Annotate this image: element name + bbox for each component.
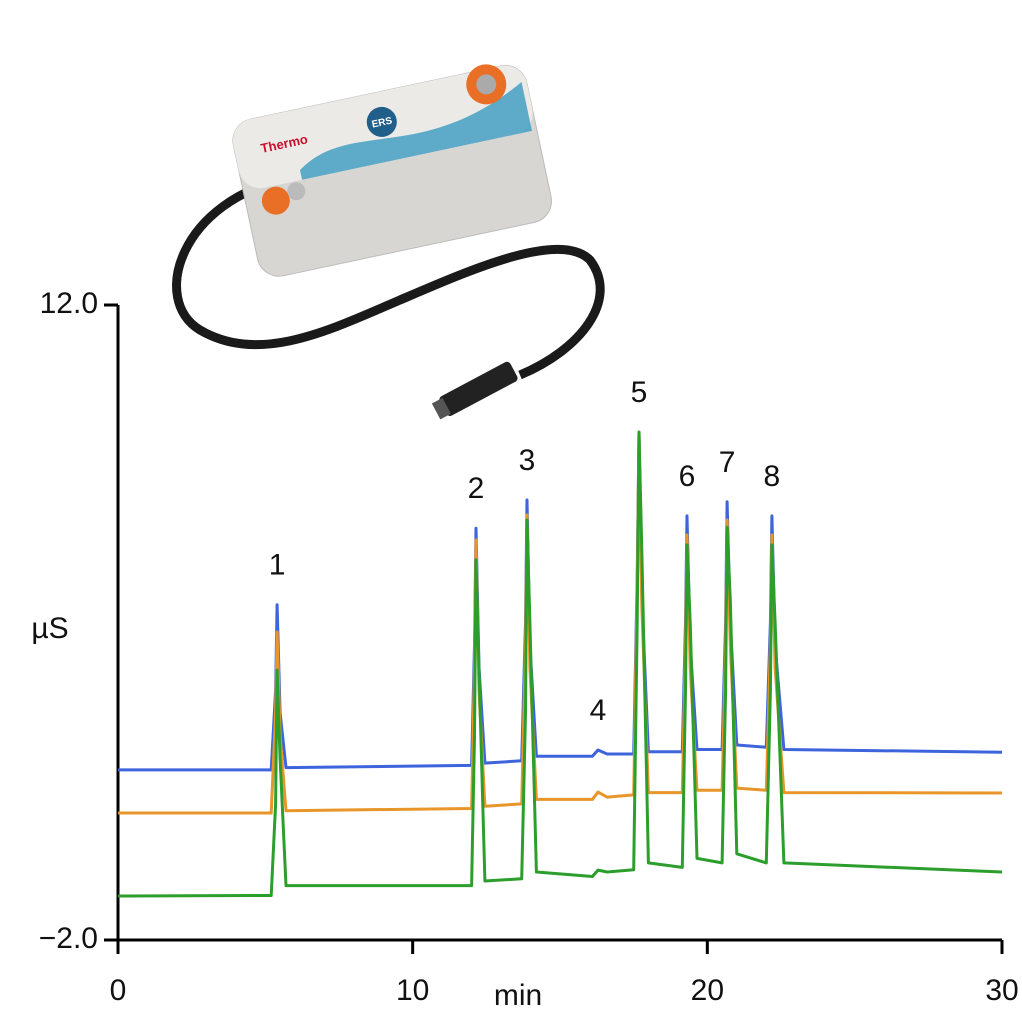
device-photo: ERS Thermo [172, 64, 605, 420]
y-tick-label: 12.0 [40, 287, 98, 320]
x-tick-label: 20 [691, 974, 724, 1007]
x-tick-label: 30 [985, 974, 1018, 1007]
peak-label: 3 [519, 444, 536, 477]
y-tick-label: −2.0 [39, 922, 98, 955]
peak-label: 8 [764, 460, 781, 493]
x-axis-label: min [494, 979, 542, 1012]
peak-label: 7 [719, 446, 736, 479]
device-port [261, 186, 290, 215]
device-wave [299, 81, 532, 180]
y-axis-label: µS [31, 612, 68, 645]
device-badge [366, 106, 397, 137]
series-line [117, 430, 1003, 898]
device-body: ERS Thermo [232, 64, 552, 277]
peak-label: 2 [468, 472, 485, 505]
x-tick-label: 10 [396, 974, 429, 1007]
series-line [118, 431, 1003, 772]
peak-label: 1 [269, 549, 286, 582]
peak-label: 5 [631, 376, 648, 409]
device-label: ERS [371, 115, 394, 130]
device-port-cap [476, 74, 497, 95]
peak-label: 6 [679, 460, 696, 493]
peak-label: 4 [590, 694, 607, 727]
device-connector [431, 361, 518, 420]
device-cable [172, 173, 605, 380]
x-tick-label: 0 [110, 974, 127, 1007]
device-port-cap [287, 182, 306, 201]
